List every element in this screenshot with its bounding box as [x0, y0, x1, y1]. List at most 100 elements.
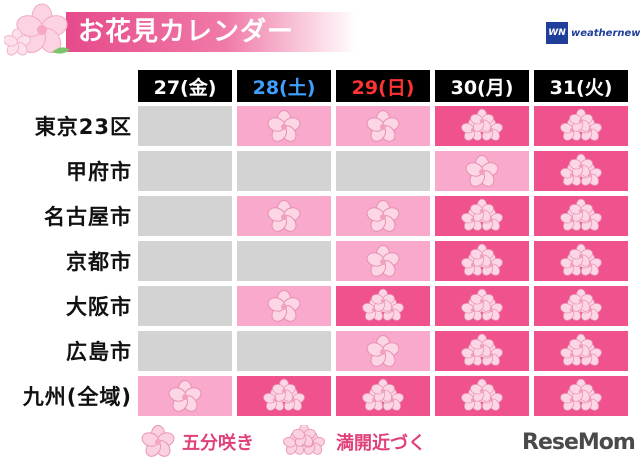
- mankai-blossom-icon: [461, 288, 503, 321]
- calendar-cell-gosaki: [336, 331, 430, 371]
- weathernews-logo-mark: WN: [546, 22, 568, 44]
- column-header-1: 28(土): [237, 70, 331, 102]
- mankai-blossom-icon: [560, 378, 602, 411]
- calendar-cell-mankai: [534, 151, 628, 191]
- gosaki-blossom-icon: [366, 335, 400, 367]
- row-label-0: 東京23区: [34, 115, 132, 139]
- blossom-icon: [569, 378, 593, 402]
- blossom-icon: [470, 243, 494, 267]
- row-label-4: 大阪市: [66, 295, 132, 319]
- gosaki-blossom-icon: [168, 380, 202, 412]
- calendar-cell-none: [336, 151, 430, 191]
- calendar-cell-mankai: [534, 286, 628, 326]
- calendar-cell-mankai: [435, 331, 529, 371]
- blossom-icon: [366, 200, 400, 232]
- calendar-cell-gosaki: [138, 376, 232, 416]
- calendar-cell-mankai: [534, 241, 628, 281]
- blossom-icon: [470, 378, 494, 402]
- column-header-0: 27(金): [138, 70, 232, 102]
- column-header-2: 29(日): [336, 70, 430, 102]
- title-banner: [66, 12, 356, 52]
- blossom-icon: [569, 243, 593, 267]
- row-label-5: 広島市: [66, 340, 132, 364]
- blossom-icon: [267, 290, 301, 322]
- calendar-cell-gosaki: [237, 106, 331, 146]
- calendar-cell-gosaki: [435, 151, 529, 191]
- calendar-cell-mankai: [435, 196, 529, 236]
- calendar-cell-none: [237, 331, 331, 371]
- mankai-blossom-icon: [362, 288, 404, 321]
- blossom-icon: [267, 110, 301, 142]
- row-label-6: 九州(全域): [22, 385, 132, 409]
- gosaki-blossom-icon: [465, 155, 499, 187]
- calendar-cell-gosaki: [336, 196, 430, 236]
- blossom-icon: [168, 380, 202, 412]
- mankai-blossom-icon: [461, 108, 503, 141]
- mankai-blossom-icon: [461, 198, 503, 231]
- gosaki-blossom-icon: [366, 200, 400, 232]
- blossom-icon: [470, 333, 494, 357]
- mankai-blossom-icon: [560, 288, 602, 321]
- calendar-cell-none: [138, 151, 232, 191]
- page-title: お花見カレンダー: [78, 17, 295, 47]
- calendar-cell-none: [237, 151, 331, 191]
- header: お花見カレンダー WN weathernews: [0, 0, 640, 60]
- calendar-cell-mankai: [435, 376, 529, 416]
- calendar-cell-mankai: [534, 106, 628, 146]
- calendar-cell-gosaki: [237, 196, 331, 236]
- blossom-icon: [569, 333, 593, 357]
- legend-mankai-label: 満開近づく: [336, 433, 426, 454]
- mankai-blossom-icon: [461, 333, 503, 366]
- blossom-icon: [371, 378, 395, 402]
- gosaki-blossom-icon: [366, 245, 400, 277]
- blossom-icon: [569, 153, 593, 177]
- blossom-icon: [366, 335, 400, 367]
- calendar-cell-none: [138, 241, 232, 281]
- sakura-logo-icon: [4, 3, 70, 56]
- mankai-blossom-icon: [362, 378, 404, 411]
- calendar-cell-gosaki: [237, 286, 331, 326]
- blossom-icon: [470, 108, 494, 132]
- blossom-icon: [569, 288, 593, 312]
- calendar-cell-none: [138, 106, 232, 146]
- mankai-blossom-icon: [560, 153, 602, 186]
- row-label-2: 名古屋市: [44, 205, 132, 229]
- mankai-blossom-icon: [461, 378, 503, 411]
- calendar-cell-mankai: [534, 331, 628, 371]
- calendar-cell-mankai: [336, 286, 430, 326]
- blossom-icon: [371, 288, 395, 312]
- legend: 五分咲き 満開近づく: [140, 425, 450, 459]
- column-header-3: 30(月): [435, 70, 529, 102]
- calendar-cell-mankai: [435, 286, 529, 326]
- calendar-cell-mankai: [336, 376, 430, 416]
- mankai-blossom-icon: [560, 243, 602, 276]
- calendar-cell-gosaki: [336, 106, 430, 146]
- blossom-icon: [569, 198, 593, 222]
- blossom-icon: [465, 155, 499, 187]
- gosaki-blossom-icon: [267, 110, 301, 142]
- weathernews-logo-text: weathernews: [571, 27, 640, 39]
- calendar-cell-none: [138, 286, 232, 326]
- gosaki-blossom-icon: [366, 110, 400, 142]
- calendar-cell-none: [138, 331, 232, 371]
- gosaki-blossom-icon: [267, 290, 301, 322]
- resemom-logo: ReseMom: [522, 430, 636, 455]
- column-header-4: 31(火): [534, 70, 628, 102]
- blossom-icon: [470, 198, 494, 222]
- calendar-cell-mankai: [534, 196, 628, 236]
- mankai-blossom-icon: [263, 378, 305, 411]
- blossom-icon: [366, 245, 400, 277]
- row-label-3: 京都市: [66, 250, 132, 274]
- blossom-icon: [272, 378, 296, 402]
- calendar-cell-mankai: [435, 106, 529, 146]
- weathernews-logo: WN weathernews: [546, 20, 640, 46]
- calendar-cell-none: [237, 241, 331, 281]
- mankai-blossom-icon: [461, 243, 503, 276]
- calendar-cell-mankai: [435, 241, 529, 281]
- blossom-icon: [470, 288, 494, 312]
- calendar-cell-gosaki: [336, 241, 430, 281]
- blossom-icon: [366, 110, 400, 142]
- mankai-blossom-icon: [560, 108, 602, 141]
- calendar-cell-mankai: [237, 376, 331, 416]
- legend-gosaki-label: 五分咲き: [182, 433, 254, 454]
